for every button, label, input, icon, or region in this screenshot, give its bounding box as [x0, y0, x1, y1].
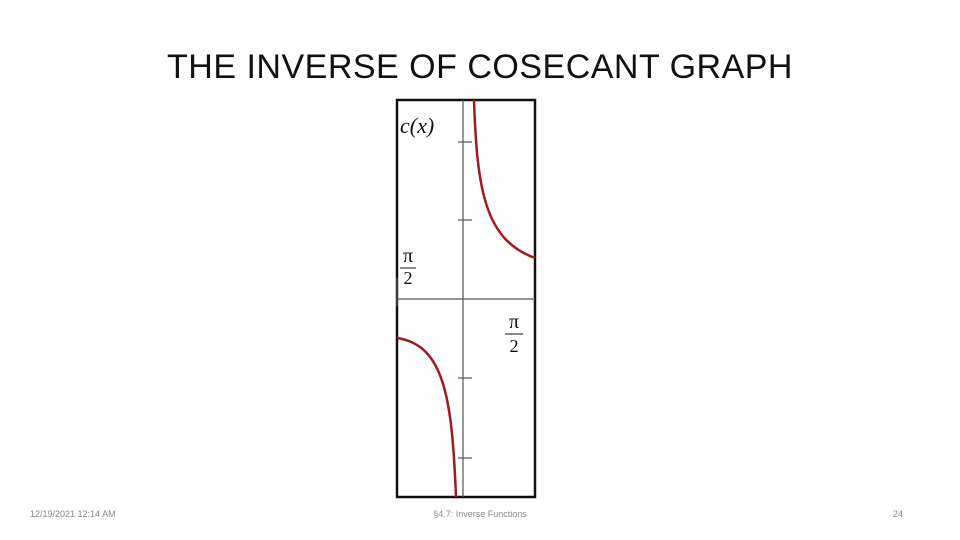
slide-title: THE INVERSE OF COSECANT GRAPH [167, 48, 793, 86]
footer-date: 12/19/2021 12:14 AM [30, 509, 116, 519]
curve-upper [472, 99, 536, 260]
label-denominator: 2 [404, 268, 413, 288]
footer-section: §4.7: Inverse Functions [433, 509, 527, 519]
label-numerator: π [403, 245, 413, 267]
axis-ticks [396, 141, 472, 459]
label-denominator: 2 [510, 336, 519, 356]
curve-lower [396, 336, 458, 498]
axis-label: c(x) [400, 113, 434, 138]
footer-page: 24 [893, 509, 904, 519]
label-numerator: π [509, 311, 519, 333]
